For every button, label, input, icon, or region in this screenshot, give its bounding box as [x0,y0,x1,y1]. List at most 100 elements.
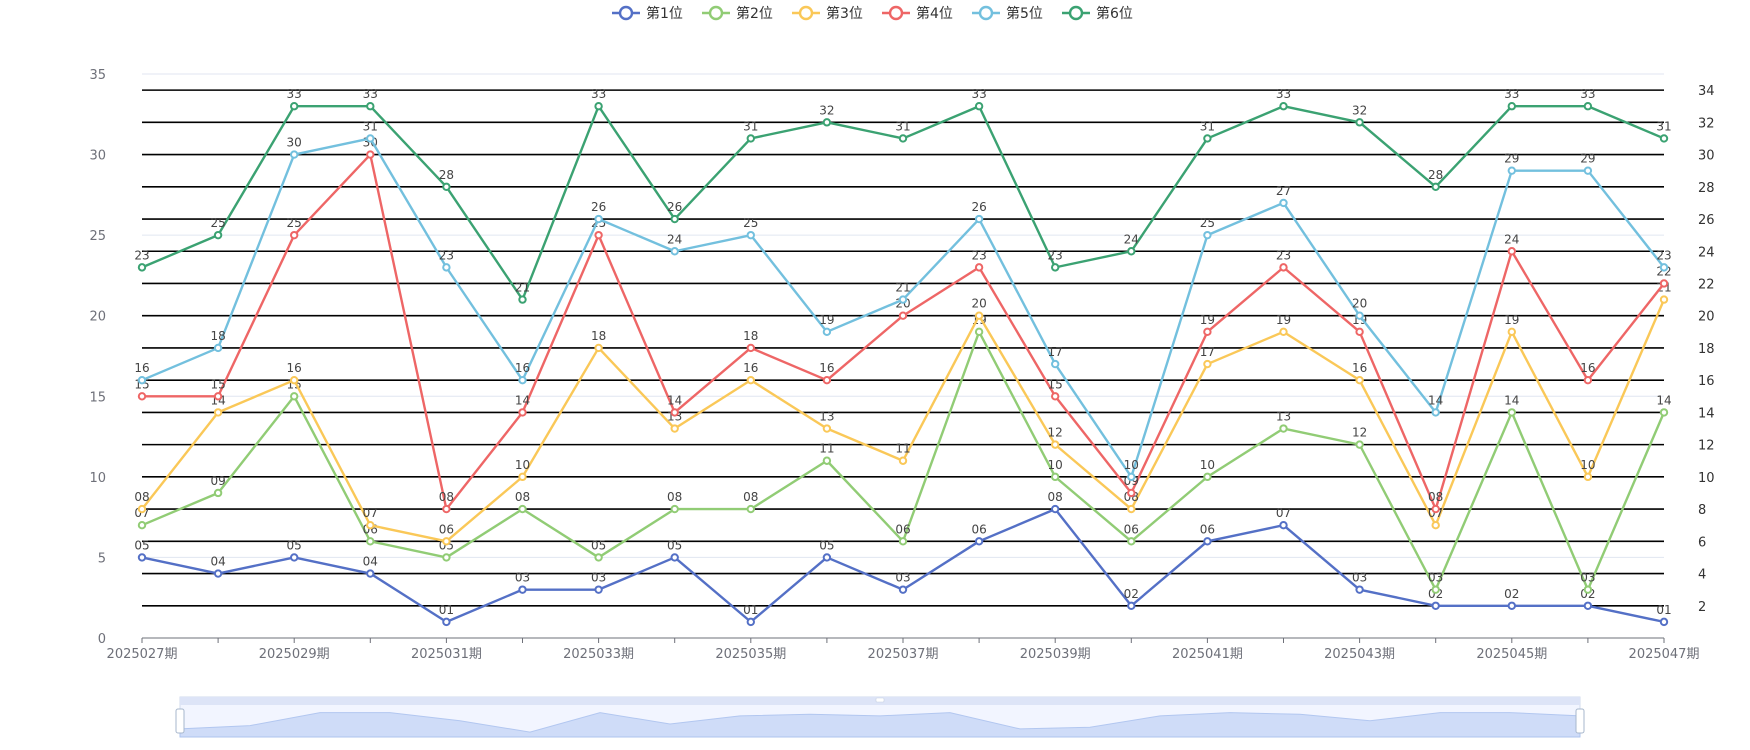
data-point[interactable] [1659,134,1669,143]
data-point[interactable] [1355,118,1364,127]
data-point[interactable] [366,150,375,159]
data-point[interactable] [898,295,908,304]
data-point[interactable] [213,569,223,578]
data-point[interactable] [137,504,147,514]
data-point[interactable] [822,327,832,337]
data-point[interactable] [1507,327,1517,337]
data-point[interactable] [290,392,299,401]
data-point[interactable] [594,102,603,111]
data-point[interactable] [1507,247,1517,256]
data-point[interactable] [1431,601,1440,610]
legend-symbol-marker[interactable] [798,5,814,21]
data-point[interactable] [1127,488,1136,498]
data-point[interactable] [1355,375,1364,385]
data-point[interactable] [137,553,147,562]
data-point[interactable] [1659,279,1669,288]
data-point[interactable] [1051,359,1060,369]
data-point[interactable] [1127,247,1136,256]
data-point[interactable] [822,375,832,385]
data-point[interactable] [1127,537,1136,546]
data-point[interactable] [1583,102,1593,111]
data-point[interactable] [366,102,375,111]
data-point[interactable] [290,230,299,240]
data-point[interactable] [974,263,984,272]
data-point[interactable] [1507,408,1517,417]
data-point[interactable] [1203,472,1212,482]
data-point[interactable] [1051,472,1060,482]
data-point[interactable] [442,617,451,627]
data-point[interactable] [1203,134,1212,143]
data-point[interactable] [594,230,603,240]
data-point[interactable] [1659,617,1669,627]
data-point[interactable] [1127,472,1136,482]
data-point[interactable] [290,102,299,111]
data-point[interactable] [822,553,832,562]
data-point[interactable] [1127,504,1136,514]
data-point[interactable] [746,343,755,353]
datazoom-right-handle[interactable] [1575,708,1585,734]
legend-symbol-marker[interactable] [1068,5,1084,21]
data-point[interactable] [1659,408,1669,417]
data-point[interactable] [518,295,527,304]
data-point[interactable] [366,134,375,143]
data-point[interactable] [1431,182,1440,192]
data-point[interactable] [1431,585,1440,594]
data-point[interactable] [1583,472,1593,482]
data-point[interactable] [290,150,299,159]
data-point[interactable] [442,504,451,514]
data-point[interactable] [1203,359,1212,369]
data-point[interactable] [670,214,679,224]
data-point[interactable] [1583,601,1593,610]
data-point[interactable] [518,504,527,514]
data-point[interactable] [594,553,603,562]
data-point[interactable] [1051,263,1060,272]
data-point[interactable] [746,375,755,385]
data-point[interactable] [1431,521,1440,530]
data-point[interactable] [1203,230,1212,240]
data-point[interactable] [898,537,908,546]
data-point[interactable] [1355,327,1364,337]
data-point[interactable] [1583,375,1593,385]
data-point[interactable] [670,504,679,514]
data-point[interactable] [898,311,908,320]
data-point[interactable] [746,230,755,240]
data-point[interactable] [1127,601,1136,610]
data-point[interactable] [1279,521,1288,530]
data-point[interactable] [442,182,451,192]
data-point[interactable] [137,375,147,385]
data-point[interactable] [290,553,299,562]
legend-symbol-marker[interactable] [708,5,724,21]
data-point[interactable] [1051,440,1060,449]
data-point[interactable] [1431,408,1440,417]
data-point[interactable] [1583,166,1593,175]
legend-symbol-marker[interactable] [978,5,994,21]
data-point[interactable] [1203,537,1212,546]
data-point[interactable] [213,230,223,240]
data-point[interactable] [822,456,832,465]
data-point[interactable] [137,392,147,401]
data-point[interactable] [746,134,755,143]
data-point[interactable] [898,456,908,465]
data-point[interactable] [1431,504,1440,514]
data-point[interactable] [594,343,603,353]
data-point[interactable] [898,134,908,143]
data-point[interactable] [594,585,603,594]
data-point[interactable] [1051,392,1060,401]
data-point[interactable] [898,585,908,594]
datazoom-left-handle[interactable] [175,708,185,734]
data-point[interactable] [974,214,984,224]
data-point[interactable] [1279,102,1288,111]
data-point[interactable] [518,585,527,594]
data-point[interactable] [1659,295,1669,304]
data-point[interactable] [137,521,147,530]
data-point[interactable] [518,472,527,482]
data-point[interactable] [670,424,679,433]
data-point[interactable] [1203,327,1212,337]
data-point[interactable] [1279,263,1288,272]
data-point[interactable] [213,343,223,353]
data-point[interactable] [1507,102,1517,111]
data-point[interactable] [366,569,375,578]
data-point[interactable] [974,311,984,320]
data-point[interactable] [137,263,147,272]
data-point[interactable] [1659,263,1669,272]
